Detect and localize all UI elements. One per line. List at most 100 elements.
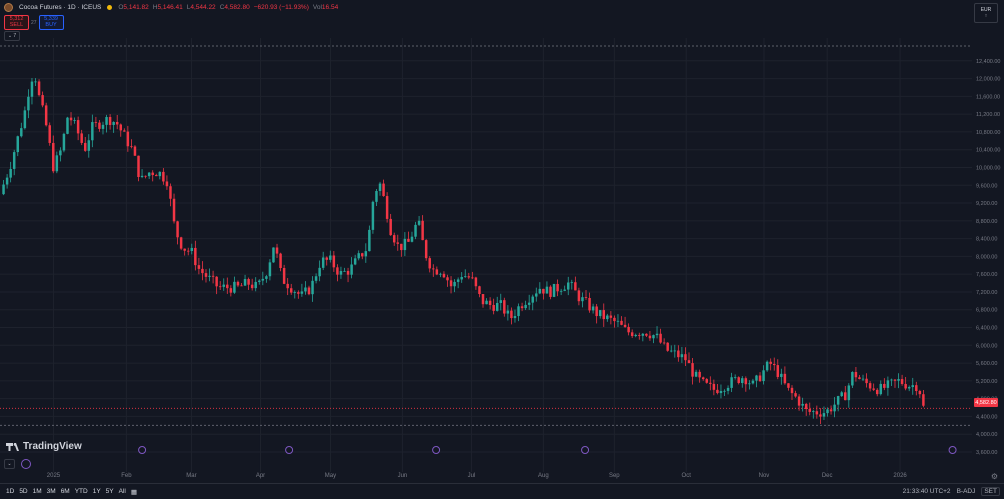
candle-body	[780, 373, 783, 377]
tradingview-logo[interactable]: TradingView	[6, 441, 82, 452]
candle-body	[119, 124, 122, 131]
candle-body	[701, 377, 705, 380]
candle-body	[353, 258, 357, 265]
candle-body	[726, 387, 730, 391]
candle-body	[499, 300, 503, 303]
candle-body	[616, 320, 620, 322]
toolbar-right: 21:33:40 UTC+2 B-ADJ SET	[903, 487, 1004, 496]
candle-body	[474, 277, 478, 287]
range-1m[interactable]: 1M	[32, 487, 42, 495]
y-tick-label: 10,800.00	[976, 130, 1000, 136]
candle-body	[872, 388, 875, 390]
price-chart[interactable]: 12,400.00 12,000.00 11,600.00 11,200.00 10,8…	[0, 0, 1004, 483]
candle-body	[329, 255, 332, 260]
symbol-title[interactable]: Cocoa Futures · 1D · ICEUS	[19, 3, 102, 11]
x-tick-label: Apr	[256, 473, 265, 479]
candle-body	[858, 377, 861, 380]
candle-body	[91, 122, 94, 141]
candle-body	[481, 294, 485, 305]
clock-readout[interactable]: 21:33:40 UTC+2	[902, 488, 951, 495]
candle-body	[282, 268, 286, 284]
candle-body	[407, 238, 410, 242]
candle-body	[893, 379, 897, 381]
y-tick-label: 12,000.00	[976, 77, 1000, 83]
candle-body	[186, 250, 190, 252]
indicators-collapse-button[interactable]: ⌄ 7	[4, 31, 20, 41]
back-adjust-toggle[interactable]: B-ADJ	[956, 488, 976, 495]
candle-body	[456, 279, 460, 282]
currency-selector[interactable]: EUR ↑	[974, 3, 998, 23]
candle-body	[172, 198, 176, 222]
candle-body	[350, 264, 353, 275]
last-price-label: 4,582.80	[974, 398, 998, 407]
sell-button[interactable]: 5,312 SELL	[4, 15, 29, 30]
candle-body	[382, 183, 385, 197]
candle-body	[623, 324, 627, 327]
candle-body	[83, 142, 87, 151]
candle-body	[289, 288, 293, 293]
candle-body	[41, 95, 44, 106]
x-tick-label: Jun	[398, 473, 408, 479]
event-marker-icon	[138, 446, 147, 454]
candle-body	[194, 247, 197, 266]
candle-body	[361, 253, 364, 257]
x-tick-label: Mar	[186, 473, 196, 479]
candle-body	[389, 218, 392, 236]
range-5d[interactable]: 5D	[19, 487, 28, 495]
range-1d[interactable]: 1D	[6, 487, 15, 495]
y-tick-label: 5,200.00	[976, 379, 997, 385]
candle-body	[392, 235, 396, 243]
buy-button[interactable]: 5,339 BUY	[38, 15, 64, 30]
candle-body	[694, 371, 698, 377]
candle-body	[794, 393, 797, 397]
candle-body	[577, 290, 581, 302]
settlement-toggle[interactable]: SET	[981, 487, 1000, 496]
symbol-icon	[4, 2, 13, 12]
range-all[interactable]: All	[118, 487, 126, 495]
candle-body	[222, 284, 225, 287]
range-1y[interactable]: 1Y	[92, 487, 101, 495]
candle-body	[293, 292, 297, 294]
y-tick-label: 12,400.00	[976, 59, 1000, 65]
candle-body	[378, 183, 382, 192]
range-3m[interactable]: 3M	[46, 487, 56, 495]
event-marker-icon	[432, 446, 441, 454]
candle-body	[847, 385, 851, 401]
candle-body	[304, 287, 307, 292]
candle-body	[634, 334, 637, 337]
candle-body	[94, 122, 98, 123]
candle-body	[922, 394, 925, 406]
candle-body	[705, 379, 708, 383]
candle-body	[883, 383, 886, 388]
candle-body	[673, 350, 677, 352]
candle-body	[403, 238, 407, 251]
calendar-icon[interactable]: ▦	[130, 488, 138, 496]
chevron-down-icon[interactable]: ⌄	[4, 459, 15, 469]
x-tick-label: 2025	[47, 473, 61, 479]
candle-body	[638, 334, 641, 336]
candle-body	[432, 268, 435, 270]
trade-buttons: 5,312 SELL 27 5,339 BUY	[4, 15, 64, 30]
range-6m[interactable]: 6M	[60, 487, 70, 495]
candle-body	[52, 142, 55, 172]
y-tick-label: 6,400.00	[976, 326, 997, 332]
candle-body	[261, 278, 265, 281]
candle-body	[804, 403, 808, 410]
candle-body	[371, 201, 375, 230]
candle-body	[861, 378, 865, 380]
range-5y[interactable]: 5Y	[105, 487, 114, 495]
candle-body	[897, 379, 900, 381]
y-tick-label: 6,000.00	[976, 343, 997, 349]
candle-body	[769, 361, 772, 364]
candle-body	[243, 279, 247, 286]
candle-body	[790, 387, 794, 394]
gear-icon[interactable]: ⚙	[990, 472, 998, 481]
visibility-icon[interactable]	[21, 459, 31, 469]
candle-body	[630, 332, 634, 337]
ohlc-values: O5,141.82 H5,146.41 L4,544.22 C4,582.80 …	[118, 4, 338, 11]
candle-body	[851, 372, 854, 386]
candle-body	[453, 281, 456, 287]
candle-body	[808, 409, 811, 412]
range-ytd[interactable]: YTD	[74, 487, 88, 495]
candle-body	[584, 297, 588, 299]
